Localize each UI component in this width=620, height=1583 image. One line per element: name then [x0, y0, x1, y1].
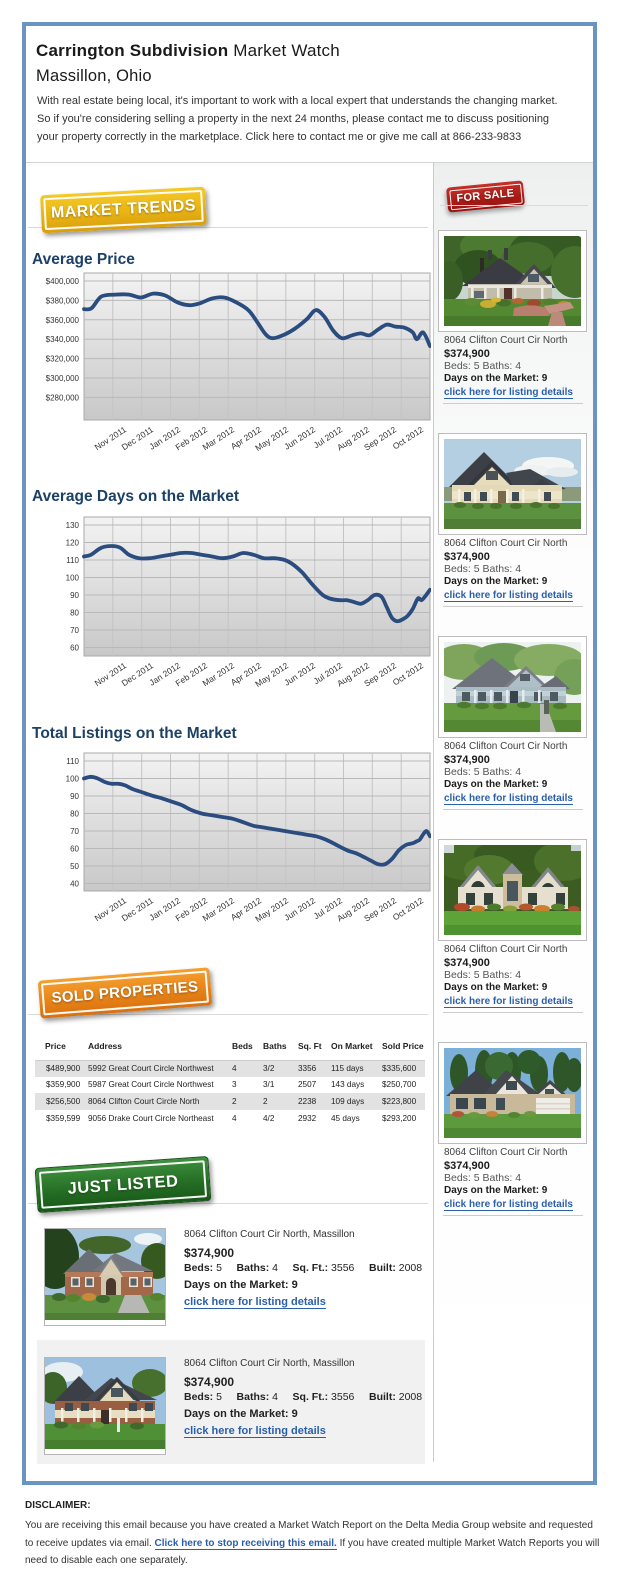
svg-text:90: 90	[70, 792, 79, 801]
svg-text:$400,000: $400,000	[46, 277, 80, 286]
svg-text:$280,000: $280,000	[46, 393, 80, 402]
svg-text:Jun 2012: Jun 2012	[282, 424, 317, 452]
svg-text:Jun 2012: Jun 2012	[282, 660, 317, 688]
svg-text:$360,000: $360,000	[46, 316, 80, 325]
svg-text:100: 100	[66, 775, 80, 784]
svg-text:80: 80	[70, 810, 79, 819]
svg-text:100: 100	[66, 574, 80, 583]
svg-text:60: 60	[70, 845, 79, 854]
svg-text:$340,000: $340,000	[46, 335, 80, 344]
svg-text:130: 130	[66, 521, 80, 530]
svg-text:$380,000: $380,000	[46, 296, 80, 305]
svg-text:90: 90	[70, 591, 79, 600]
svg-text:Oct 2012: Oct 2012	[391, 424, 426, 451]
svg-text:110: 110	[66, 556, 79, 565]
svg-text:Jun 2012: Jun 2012	[282, 895, 317, 923]
svg-text:$320,000: $320,000	[46, 355, 80, 364]
svg-text:120: 120	[66, 539, 80, 548]
svg-text:$300,000: $300,000	[46, 374, 80, 383]
svg-text:110: 110	[66, 757, 79, 766]
svg-text:40: 40	[70, 880, 79, 889]
svg-text:Oct 2012: Oct 2012	[391, 660, 426, 687]
svg-text:60: 60	[70, 644, 79, 653]
svg-text:70: 70	[70, 827, 79, 836]
svg-text:80: 80	[70, 609, 79, 618]
svg-text:Oct 2012: Oct 2012	[391, 895, 426, 922]
svg-text:70: 70	[70, 626, 79, 635]
svg-text:50: 50	[70, 862, 79, 871]
